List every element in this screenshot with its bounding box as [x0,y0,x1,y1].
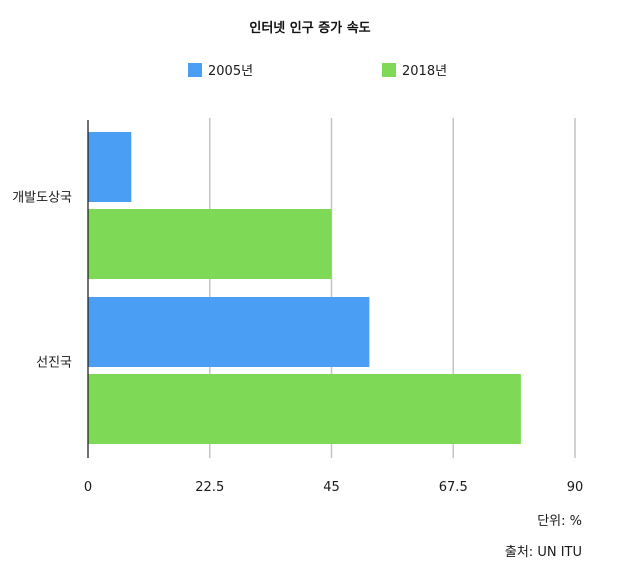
bars [88,132,521,444]
x-tick-label-1: 22.5 [195,480,224,495]
x-tick-label-2: 45 [323,480,340,495]
bar-1-1 [88,374,521,444]
unit-note: 단위: % [537,514,582,529]
source-note: 출처: UN ITU [504,545,582,560]
bar-0-1 [88,209,332,279]
x-tick-label-4: 90 [567,480,584,495]
legend: 2005년 2018년 [188,63,447,79]
category-label-1: 선진국 [36,356,72,371]
legend-label-1: 2018년 [402,64,447,79]
x-tick-label-0: 0 [84,480,92,495]
bar-0-0 [88,132,132,202]
legend-swatch-0 [188,63,202,77]
legend-label-0: 2005년 [208,64,253,79]
bar-1-0 [88,297,370,367]
x-tick-label-3: 67.5 [439,480,468,495]
chart-title: 인터넷 인구 증가 속도 [249,20,370,36]
legend-swatch-1 [382,63,396,77]
x-tick-labels: 0 22.5 45 67.5 90 [84,480,583,495]
category-label-0: 개발도상국 [12,191,72,206]
